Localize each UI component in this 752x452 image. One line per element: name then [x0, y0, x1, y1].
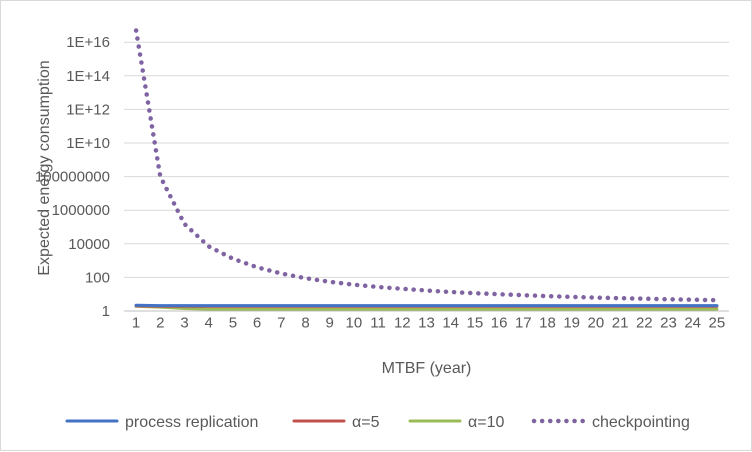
- y-tick-label: 10000: [68, 236, 110, 253]
- gridlines: [124, 42, 729, 311]
- legend-label-alpha-10: α=10: [468, 414, 504, 431]
- x-tick-label: 18: [539, 314, 556, 331]
- y-tick-label: 1E+16: [66, 34, 110, 51]
- x-tick-label: 21: [612, 314, 629, 331]
- x-tick-label: 4: [205, 314, 213, 331]
- x-tick-label: 8: [301, 314, 309, 331]
- x-tick-label: 15: [467, 314, 484, 331]
- y-tick-label: 1E+12: [66, 101, 110, 118]
- x-tick-label: 7: [277, 314, 285, 331]
- series-lines: [136, 31, 717, 310]
- y-tick-label: 1000000: [52, 202, 110, 219]
- series-line-checkpointing: [136, 31, 717, 301]
- x-tick-label: 5: [229, 314, 237, 331]
- x-tick-label: 13: [418, 314, 435, 331]
- x-tick-label: 3: [180, 314, 188, 331]
- x-tick-label: 12: [394, 314, 411, 331]
- x-tick-label: 16: [491, 314, 508, 331]
- x-tick-label: 14: [442, 314, 459, 331]
- y-tick-label: 100: [85, 269, 110, 286]
- x-tick-label: 23: [660, 314, 677, 331]
- x-tick-label: 17: [515, 314, 532, 331]
- legend-label-alpha-5: α=5: [352, 414, 380, 431]
- x-tick-label: 22: [636, 314, 653, 331]
- legend: process replication α=5 α=10 checkpointing: [67, 414, 690, 431]
- x-tick-label: 1: [132, 314, 140, 331]
- y-tick-label: 1E+14: [66, 68, 110, 85]
- x-axis-title: MTBF (year): [382, 360, 472, 377]
- x-tick-label: 2: [156, 314, 164, 331]
- y-axis-title: Expected energy consumption: [36, 60, 53, 275]
- x-tick-label: 20: [588, 314, 605, 331]
- legend-label-process-replication: process replication: [125, 414, 258, 431]
- legend-label-checkpointing: checkpointing: [592, 414, 690, 431]
- x-tick-label: 24: [684, 314, 701, 331]
- x-tick-label: 9: [326, 314, 334, 331]
- y-tick-label: 1: [102, 303, 110, 320]
- y-tick-label: 1E+10: [66, 135, 110, 152]
- x-tick-label: 25: [709, 314, 726, 331]
- x-tick-label: 6: [253, 314, 261, 331]
- x-tick-label: 10: [346, 314, 363, 331]
- x-tick-label: 11: [370, 314, 386, 331]
- x-tick-label: 19: [563, 314, 580, 331]
